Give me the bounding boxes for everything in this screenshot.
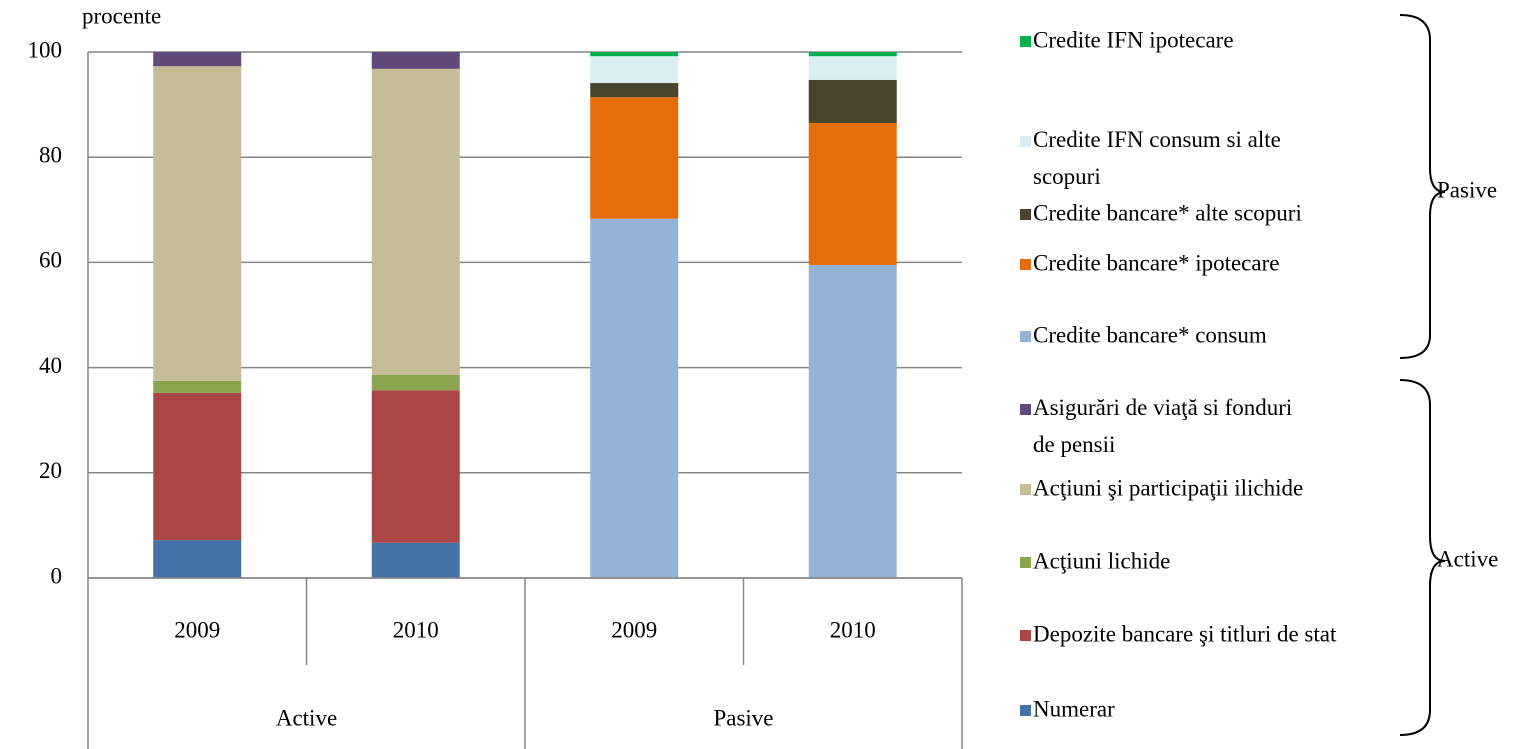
x-tick-label: 2009 xyxy=(611,617,657,642)
legend-label: Acţiuni şi participaţii ilichide xyxy=(1033,475,1303,500)
bar-segment xyxy=(371,542,460,578)
legend-label: Credite IFN consum si alte scopuri xyxy=(1033,127,1281,189)
bar-segment xyxy=(153,52,242,67)
x-tick-label: 2010 xyxy=(830,617,876,642)
bar-segment xyxy=(153,540,242,578)
legend-line: Asigurări de viaţă si fonduri xyxy=(1033,395,1292,420)
bar-segment xyxy=(153,66,242,381)
y-axis-label: procente xyxy=(82,3,161,28)
bar-segment xyxy=(153,392,242,541)
bar-segment xyxy=(808,52,897,57)
brace-label: Pasive xyxy=(1437,177,1497,202)
legend-line: Credite IFN consum si alte xyxy=(1033,127,1281,152)
legend-swatch xyxy=(1020,36,1031,47)
brace xyxy=(1399,379,1446,736)
bar-segment xyxy=(808,123,897,266)
group-label: Pasive xyxy=(713,705,773,730)
bar-segment xyxy=(590,52,679,57)
y-tick-label: 100 xyxy=(28,37,63,62)
bar-segment xyxy=(590,56,679,84)
legend-label: Credite bancare* ipotecare xyxy=(1033,250,1279,275)
group-label: Active xyxy=(276,705,337,730)
bar-segment xyxy=(153,380,242,393)
bar-segment xyxy=(590,83,679,98)
legend-swatch xyxy=(1020,630,1031,641)
y-tick-label: 0 xyxy=(51,563,63,588)
legend-swatch xyxy=(1020,331,1031,342)
x-tick-label: 2009 xyxy=(174,617,220,642)
bar-segment xyxy=(371,374,460,391)
legend-line: scopuri xyxy=(1033,164,1101,189)
bar-segment xyxy=(590,218,679,578)
brace-label: Active xyxy=(1437,546,1498,571)
y-tick-label: 40 xyxy=(39,353,62,378)
legend-line: de pensii xyxy=(1033,432,1115,457)
legend-label: Credite IFN ipotecare xyxy=(1033,27,1234,52)
bar-segment xyxy=(808,265,897,578)
legend-label: Depozite bancare şi titluri de stat xyxy=(1033,621,1337,646)
brace xyxy=(1399,14,1446,359)
legend-swatch xyxy=(1020,557,1031,568)
legend-label: Numerar xyxy=(1033,696,1115,721)
bar-segment xyxy=(808,79,897,124)
bar-segment xyxy=(371,52,460,69)
legend-swatch xyxy=(1020,705,1031,716)
legend-label: Credite bancare* consum xyxy=(1033,322,1267,347)
bar-segment xyxy=(808,56,897,80)
y-tick-label: 80 xyxy=(39,142,62,167)
legend-label: Asigurări de viaţă si fonduri de pensii xyxy=(1033,395,1292,457)
y-tick-label: 60 xyxy=(39,248,62,273)
y-tick-label: 20 xyxy=(39,458,62,483)
legend-label: Acţiuni lichide xyxy=(1033,548,1170,573)
bar-segment xyxy=(590,97,679,219)
legend-swatch xyxy=(1020,404,1031,415)
bar-segment xyxy=(371,68,460,375)
legend-swatch xyxy=(1020,209,1031,220)
legend-swatch xyxy=(1020,259,1031,270)
legend-label: Credite bancare* alte scopuri xyxy=(1033,200,1302,225)
legend-swatch xyxy=(1020,484,1031,495)
x-tick-label: 2010 xyxy=(393,617,439,642)
bar-segment xyxy=(371,390,460,543)
legend-swatch xyxy=(1020,136,1031,147)
